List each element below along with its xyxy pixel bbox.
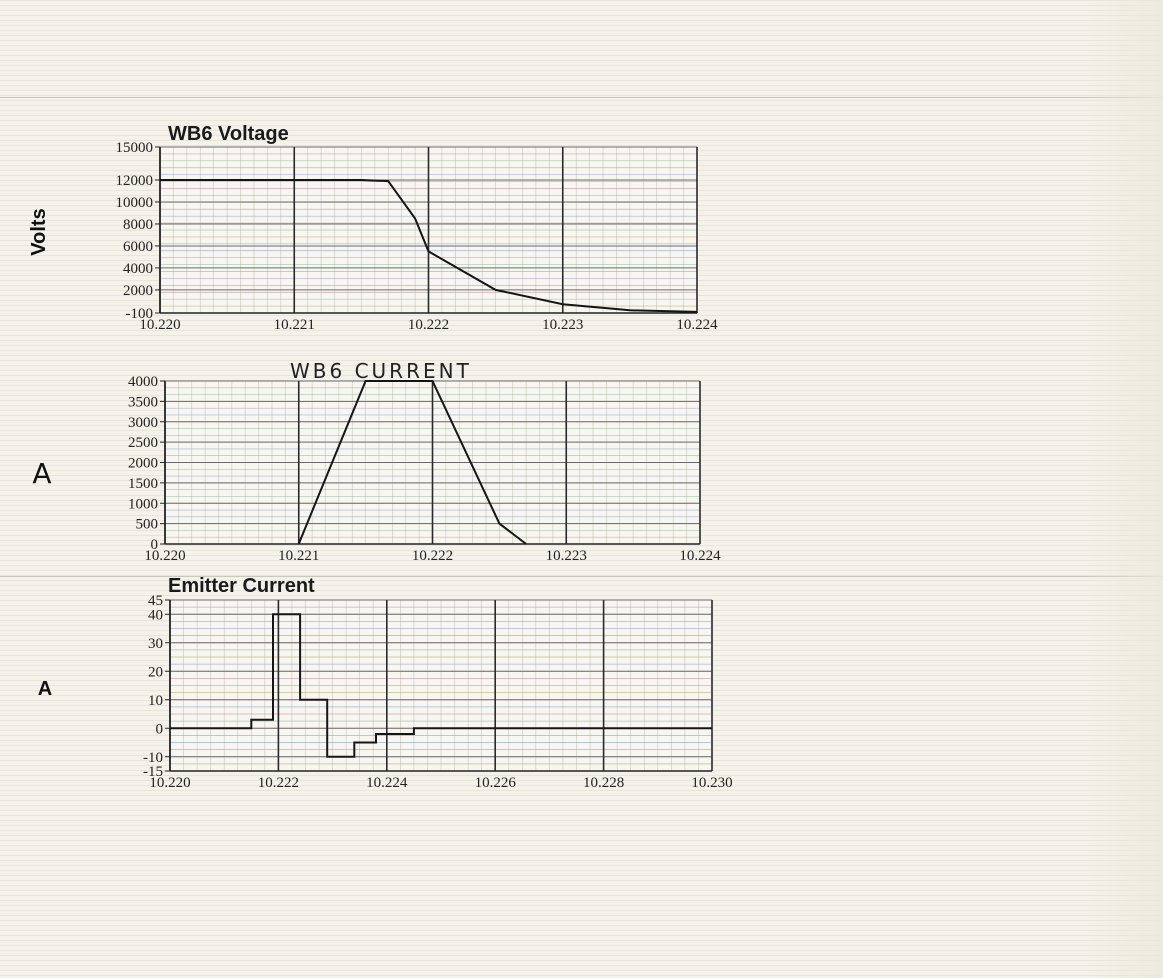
x-tick-label: 10.223 [542,317,583,333]
y-tick-label: 8000 [123,217,153,233]
y-tick-label: -10 [143,750,163,766]
y-axis-label: A [38,678,52,700]
series-line [170,613,712,758]
y-axis-label: A [32,457,51,490]
y-tick-label: 0 [151,537,159,553]
y-tick-label: 2000 [123,283,153,299]
y-tick-label: 45 [148,593,163,609]
y-tick-label: 3000 [128,415,158,431]
x-tick-label: 10.220 [144,548,185,564]
x-tick-label: 10.222 [412,548,453,564]
y-tick-label: 6000 [123,239,153,255]
y-axis-label: Volts [28,208,50,255]
current-plot-area: 4000 3500 3000 2500 2000 1500 1000 500 010.220 10… [128,374,721,564]
y-tick-label: 1500 [128,476,158,492]
x-tick-label: 10.224 [366,775,408,791]
y-tick-label: 12000 [116,173,154,189]
y-tick-label: 2000 [128,456,158,472]
x-tick-label: 10.224 [676,317,718,333]
current-chart: WB6 CURRENT A 4000 3500 3000 2500 2000 1500 10… [32,359,721,564]
y-tick-label: 0 [156,721,164,737]
x-tick-label: 10.221 [278,548,319,564]
x-tick-label: 10.226 [475,775,517,791]
chart-title: WB6 CURRENT [290,359,472,383]
y-tick-label: 500 [136,517,159,533]
y-tick-label: 4000 [123,261,153,277]
x-tick-label: 10.230 [691,775,732,791]
y-tick-label: 15000 [116,140,154,156]
y-tick-label: 2500 [128,435,158,451]
y-tick-label: 10 [148,693,163,709]
voltage-plot-area: 1500012000100008000600040002000-10010.22… [116,140,719,333]
page-fold-line [0,97,1163,98]
y-tick-label: 4000 [128,374,158,390]
y-tick-label: 40 [148,607,163,623]
x-tick-label: 10.221 [274,317,315,333]
page-edge-shade [1083,0,1163,978]
x-tick-label: 10.228 [583,775,624,791]
y-tick-label: -100 [126,306,154,322]
series-line [160,179,698,313]
emitter-chart: Emitter Current A 45403020100-10-1510.22… [38,575,733,791]
y-tick-label: -15 [143,764,163,780]
y-tick-label: 20 [148,664,163,680]
x-tick-label: 10.220 [139,317,180,333]
y-tick-label: 1000 [128,496,158,512]
page-fold-line [0,576,1163,577]
series-line [297,380,527,545]
y-tick-label: 3500 [128,394,158,410]
voltage-chart: WB6 Voltage Volts 15000 12000 10000 8000 600… [28,123,718,333]
x-tick-label: 10.223 [546,548,587,564]
chart-title: WB6 Voltage [168,123,289,145]
x-tick-label: 10.224 [679,548,721,564]
chart-title: Emitter Current [168,575,315,597]
y-tick-label: 30 [148,636,163,652]
x-tick-label: 10.220 [149,775,190,791]
x-tick-label: 10.222 [258,775,299,791]
x-tick-label: 10.222 [408,317,449,333]
y-tick-label: 10000 [116,195,154,211]
